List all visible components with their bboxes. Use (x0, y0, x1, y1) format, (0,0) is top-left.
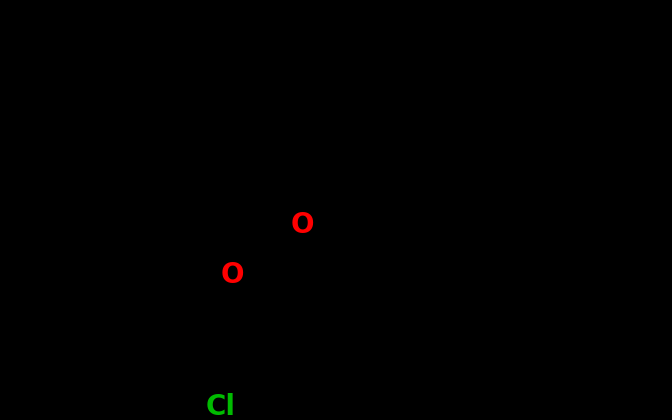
Text: O: O (291, 211, 314, 239)
Text: O: O (220, 261, 244, 289)
Text: Cl: Cl (206, 393, 236, 420)
